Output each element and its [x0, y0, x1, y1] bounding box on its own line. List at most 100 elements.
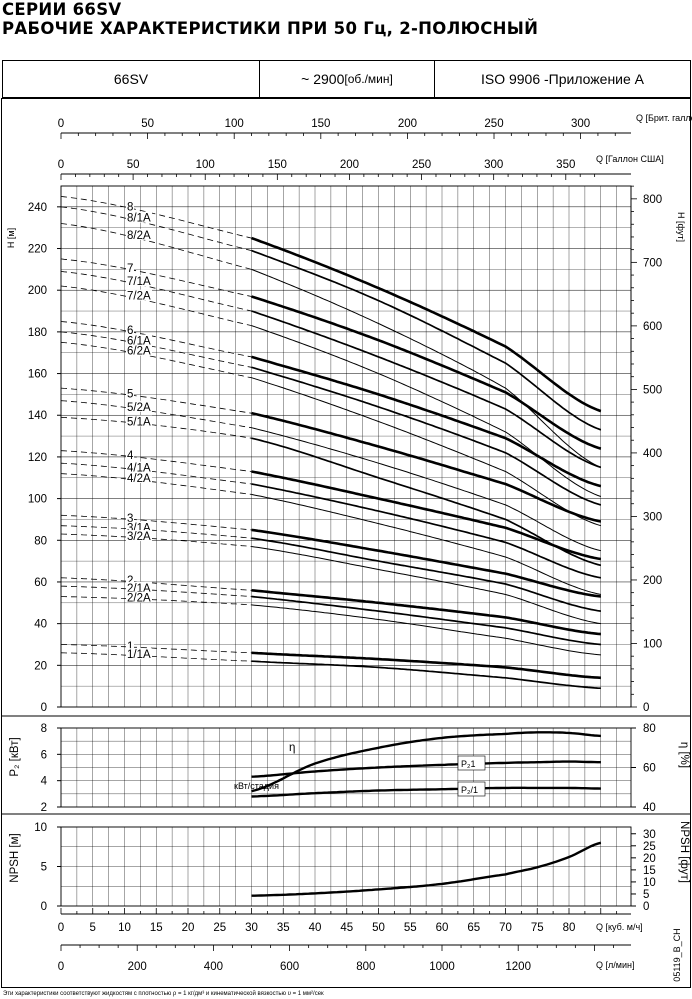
curve-power	[251, 786, 601, 798]
curve-label-bg	[126, 512, 134, 524]
head-curve-3-1A-dashed	[60, 525, 252, 539]
q-m3h-tick-label: 80	[563, 922, 576, 934]
head-tick-label-right: 500	[643, 384, 662, 396]
npsh-tick-label: 0	[41, 901, 47, 913]
head-curve-8-dashed	[60, 196, 252, 239]
q-imperial-axis-tick-label: 250	[484, 118, 503, 130]
head-tick-label-right: 0	[643, 702, 649, 714]
head-curve-8-1A-dashed	[60, 206, 252, 251]
head-tick-label-right: 200	[643, 575, 662, 587]
q-usgal-axis-tick-label: 50	[127, 159, 140, 171]
q-imperial-axis-label: Q [Брит. галлон]	[636, 113, 692, 123]
plot-area-1	[60, 185, 632, 708]
head-curve-2-2A	[251, 604, 601, 656]
chart-title-characteristics: РАБОЧИЕ ХАРАКТЕРИСТИКИ ПРИ 50 Гц, 2-ПОЛЮ…	[2, 19, 539, 38]
q-lmin-tick-label: 1200	[505, 961, 531, 973]
curve-label-bg	[126, 387, 134, 399]
q-imperial-axis-tick-label: 150	[311, 118, 330, 130]
head-tick-label: 180	[28, 327, 47, 339]
curve-label-bg	[126, 415, 152, 427]
q-m3h-tick-label: 0	[58, 922, 64, 934]
q-m3h-tick-label: 75	[531, 922, 544, 934]
curves	[60, 196, 602, 897]
q-imperial-axis-tick-label: 50	[141, 118, 154, 130]
curve-label-6: 6	[127, 325, 133, 337]
head-curve-6-1A-dashed	[60, 331, 252, 368]
curve-label-p2-1: P₂1	[461, 759, 476, 769]
q-m3h-tick-label: 10	[118, 922, 131, 934]
head-curve-5-2A-dashed	[60, 400, 252, 429]
head-curve-6-dashed	[60, 321, 252, 358]
head-curve-4	[251, 470, 602, 561]
curve-label-bg	[126, 591, 152, 603]
curve-npsh	[251, 841, 602, 897]
curve-label-7-2A: 7/2A	[127, 291, 151, 303]
header-speed-cell: ~ 2900 [об./мин]	[259, 60, 435, 98]
power-axis-label: P₂ [кВт]	[9, 737, 21, 776]
head-tick-label-right: 400	[643, 448, 662, 460]
curve-label-5-2A: 5/2A	[127, 402, 151, 414]
q-usgal-axis-tick-label: 250	[412, 159, 431, 171]
head-curve-7-2A-dashed	[60, 285, 252, 326]
npsh-tick-label-right: 15	[643, 865, 656, 877]
head-curve-3-2A	[251, 546, 601, 625]
power-tick-label: 8	[41, 723, 47, 735]
head-curve-1-1A-dashed	[60, 652, 252, 662]
curve-label-7-1A: 7/1A	[127, 276, 151, 288]
head-curve-4-1A	[251, 483, 601, 579]
curve-label-5-1A: 5/1A	[127, 416, 151, 428]
head-curve-5-1A-dashed	[60, 416, 252, 439]
q-usgal-axis-tick-label: 0	[58, 159, 64, 171]
head-tick-label: 20	[34, 660, 47, 672]
head-tick-label: 80	[34, 535, 47, 547]
curve-label-bg	[126, 521, 152, 533]
q-m3h-tick-label: 5	[90, 922, 96, 934]
npsh-tick-label-right: 5	[643, 889, 649, 901]
curve-label-5: 5	[127, 389, 133, 401]
chart-frame	[1, 98, 691, 988]
curve-label-2-2A: 2/2A	[127, 593, 151, 605]
head-curve-7-1A-dashed	[60, 271, 252, 312]
q-m3h-tick-label: 45	[340, 922, 353, 934]
curve-label-3: 3	[127, 513, 133, 525]
curve-label-bg	[126, 200, 134, 212]
head-curve-1-dashed	[60, 644, 252, 654]
grid-lines	[60, 185, 632, 907]
q-m3h-tick-label: 35	[277, 922, 290, 934]
head-curve-2	[251, 589, 601, 636]
head-curve-1-1A	[251, 660, 601, 690]
q-m3h-tick-label: 55	[404, 922, 417, 934]
q-imperial-axis-tick-label: 300	[571, 118, 590, 130]
head-curve-6	[251, 355, 602, 488]
q-usgal-axis-tick-label: 150	[268, 159, 287, 171]
curve-label-1: 1	[127, 641, 133, 653]
head-tick-label: 60	[34, 577, 47, 589]
q-lmin-tick-label: 200	[128, 961, 147, 973]
efficiency-tick-label: 80	[643, 723, 656, 735]
npsh-tick-label-right: 10	[643, 877, 656, 889]
chart-code: 05119_B_CH	[672, 928, 682, 981]
head-tick-label: 100	[28, 494, 47, 506]
curve-label-3-2A: 3/2A	[127, 531, 151, 543]
curve-power	[251, 760, 601, 778]
curve-label-bg	[126, 581, 152, 593]
curve-label-bg	[126, 262, 134, 274]
power-tick-label: 6	[41, 749, 47, 761]
head-curve-8	[251, 236, 602, 413]
power-tick-label: 2	[41, 802, 47, 814]
q-imperial-axis-tick-label: 200	[398, 118, 417, 130]
curve-label-p2-slash-1: P₂/1	[461, 785, 478, 795]
q-lmin-tick-label: 800	[356, 961, 375, 973]
header-standard: ISO 9906 -	[480, 71, 549, 87]
curve-label-bg	[126, 228, 152, 240]
curve-label-6-2A: 6/2A	[127, 346, 151, 358]
head-curve-2-1A-dashed	[60, 585, 252, 597]
head-curve-4-dashed	[60, 450, 252, 472]
q-m3h-tick-label: 25	[213, 922, 226, 934]
head-curve-1	[251, 651, 601, 680]
head-tick-label: 220	[28, 244, 47, 256]
power-per-stage-annotation: кВт/стадия	[234, 781, 279, 791]
curve-label-p2-1-box	[457, 755, 486, 771]
power-tick-label: 4	[41, 776, 48, 788]
curve-labels: 88/1A 8/2A 77/1A 7/2A 66/1A6/2A 55/2A 5/1A 44/1…	[126, 200, 486, 797]
